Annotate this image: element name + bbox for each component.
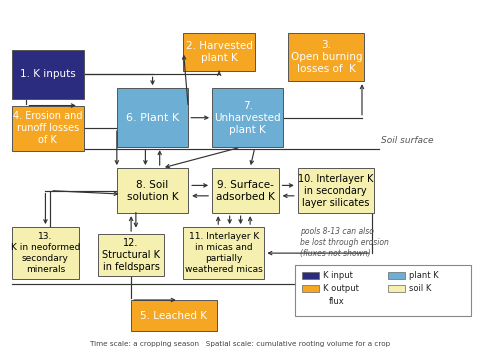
Text: K output: K output — [323, 284, 359, 293]
Text: plant K: plant K — [408, 271, 438, 280]
Text: 9. Surface-
adsorbed K: 9. Surface- adsorbed K — [216, 180, 275, 202]
Text: flux: flux — [329, 297, 345, 306]
Text: Time scale: a cropping season   Spatial scale: cumulative rooting volume for a c: Time scale: a cropping season Spatial sc… — [90, 341, 391, 347]
Text: 3.
Open burning
losses of  K: 3. Open burning losses of K — [290, 40, 362, 74]
FancyBboxPatch shape — [131, 300, 217, 331]
Text: soil K: soil K — [408, 284, 431, 293]
Text: 4. Erosion and
runoff losses
of K: 4. Erosion and runoff losses of K — [13, 111, 83, 145]
FancyBboxPatch shape — [117, 88, 188, 147]
Text: Depth of rooting volume: Depth of rooting volume — [302, 274, 413, 283]
FancyBboxPatch shape — [298, 168, 374, 213]
Text: 7.
Unharvested
plant K: 7. Unharvested plant K — [215, 101, 281, 135]
FancyBboxPatch shape — [212, 168, 279, 213]
Text: 6. Plant K: 6. Plant K — [126, 113, 179, 123]
Text: 5. Leached K: 5. Leached K — [141, 311, 207, 321]
FancyBboxPatch shape — [302, 272, 319, 279]
FancyBboxPatch shape — [302, 285, 319, 292]
FancyBboxPatch shape — [212, 88, 284, 147]
Text: 2. Harvested
plant K: 2. Harvested plant K — [186, 41, 252, 63]
Text: 1. K inputs: 1. K inputs — [20, 69, 76, 79]
FancyBboxPatch shape — [183, 33, 255, 71]
Text: 13.
K in neoformed
secondary
minerals: 13. K in neoformed secondary minerals — [11, 232, 80, 274]
FancyBboxPatch shape — [288, 33, 364, 81]
FancyBboxPatch shape — [98, 234, 165, 276]
FancyBboxPatch shape — [183, 227, 264, 279]
Text: K input: K input — [323, 271, 353, 280]
Text: pools 8-13 can also
be lost through erosion
(fluxes not shown): pools 8-13 can also be lost through eros… — [300, 227, 389, 258]
Text: 12.
Structural K
in feldspars: 12. Structural K in feldspars — [102, 238, 160, 272]
Text: Soil surface: Soil surface — [381, 136, 433, 146]
Text: 10. Interlayer K
in secondary
layer silicates: 10. Interlayer K in secondary layer sili… — [298, 174, 373, 208]
FancyBboxPatch shape — [388, 272, 405, 279]
FancyBboxPatch shape — [12, 50, 84, 99]
FancyBboxPatch shape — [295, 265, 471, 316]
Text: 11. Interlayer K
in micas and
partially
weathered micas: 11. Interlayer K in micas and partially … — [185, 232, 263, 274]
FancyBboxPatch shape — [388, 285, 405, 292]
FancyBboxPatch shape — [12, 227, 79, 279]
Text: 8. Soil
solution K: 8. Soil solution K — [127, 180, 179, 202]
FancyBboxPatch shape — [12, 106, 84, 151]
FancyBboxPatch shape — [117, 168, 188, 213]
